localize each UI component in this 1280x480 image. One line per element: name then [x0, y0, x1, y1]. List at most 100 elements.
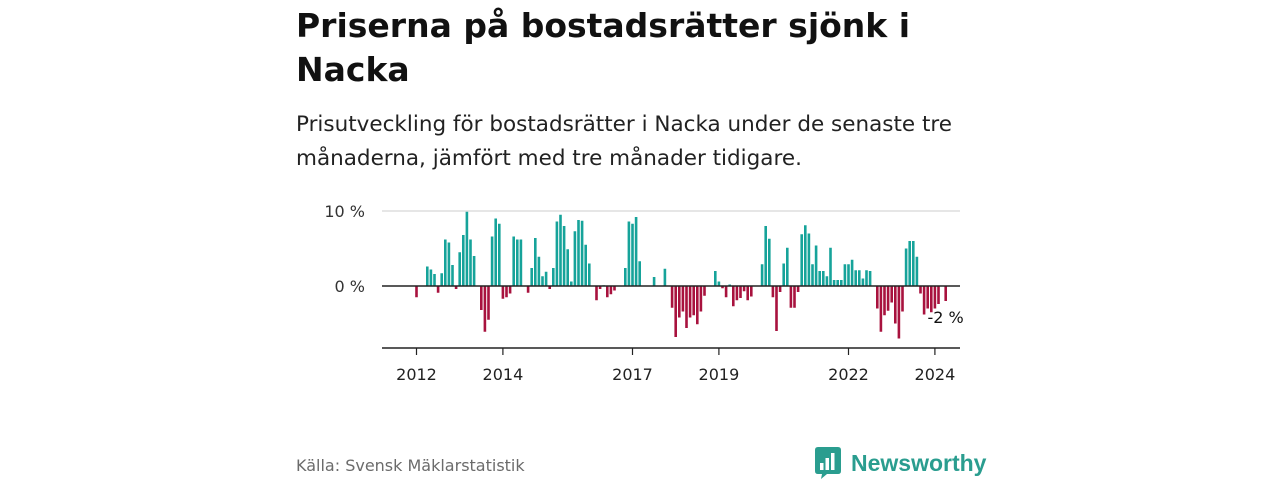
bars	[415, 211, 947, 339]
bar	[883, 286, 886, 316]
bar	[897, 286, 901, 339]
chart-title: Priserna på bostadsrätter sjönk i Nacka	[296, 6, 911, 89]
bar	[562, 226, 566, 286]
bar	[595, 286, 598, 301]
bar	[908, 241, 911, 286]
bar	[670, 286, 674, 308]
bar	[894, 286, 897, 324]
bar	[890, 286, 893, 303]
x-axis-ticks: 2012 2014 2017 2019 2022 2024	[396, 348, 955, 384]
bar	[444, 239, 447, 286]
bar	[692, 286, 695, 316]
bar	[429, 269, 433, 286]
annotation: -2 %	[927, 308, 963, 327]
bar	[818, 271, 821, 286]
bar	[469, 239, 472, 286]
bar	[598, 286, 602, 289]
bar	[588, 263, 591, 286]
bar	[937, 286, 940, 304]
bar	[559, 214, 562, 286]
bar	[807, 233, 811, 286]
bar	[782, 263, 785, 286]
bar	[512, 236, 515, 286]
x-tick-label: 2014	[483, 365, 524, 384]
bar	[537, 256, 541, 286]
bar	[624, 268, 627, 286]
bar	[674, 286, 677, 337]
bar	[721, 286, 724, 289]
bar	[832, 280, 836, 286]
bar	[472, 256, 476, 286]
bar	[480, 286, 483, 310]
bar	[854, 270, 857, 286]
bar	[768, 238, 771, 286]
bar	[944, 286, 947, 301]
bar	[458, 252, 461, 286]
bar	[451, 265, 454, 286]
bar	[836, 280, 839, 286]
bar	[688, 286, 692, 318]
bar	[631, 223, 634, 286]
x-tick-label: 2022	[828, 365, 869, 384]
bar	[613, 286, 616, 291]
bar-chart: 0 % 10 % 2012 2014 2017 2019 2022 2024 -2 %	[324, 202, 963, 384]
bar	[865, 270, 868, 286]
bar	[685, 286, 688, 328]
bar	[858, 270, 861, 286]
bar	[573, 231, 577, 286]
bar	[717, 281, 721, 286]
bar	[800, 234, 803, 286]
bar	[933, 286, 937, 309]
bar	[652, 277, 656, 286]
bar	[714, 271, 717, 286]
bar	[627, 221, 631, 286]
bar	[904, 248, 908, 286]
chart-subtitle: Prisutveckling för bostadsrätter i Nacka…	[296, 112, 952, 171]
bar	[436, 286, 440, 293]
bar	[793, 286, 796, 308]
y-axis-labels: 0 % 10 %	[324, 202, 365, 296]
bar	[584, 244, 587, 286]
bar	[879, 286, 883, 332]
bar	[696, 286, 699, 325]
bar	[778, 286, 782, 292]
brand-name: Newsworthy	[851, 449, 987, 476]
bar	[570, 281, 573, 286]
bar	[534, 238, 537, 286]
bar	[544, 271, 548, 286]
bar	[926, 286, 929, 309]
bar	[771, 286, 775, 298]
bar	[415, 286, 418, 298]
bar	[487, 286, 490, 320]
bar	[861, 278, 865, 286]
bar	[746, 286, 749, 301]
bar	[786, 247, 789, 286]
bar	[454, 286, 458, 289]
bar	[508, 286, 512, 294]
bar	[526, 286, 530, 293]
bar	[634, 217, 638, 286]
x-tick-label: 2017	[612, 365, 653, 384]
bar	[462, 235, 465, 286]
bar	[750, 286, 753, 297]
bar	[447, 242, 451, 286]
bar	[703, 286, 706, 296]
bar	[876, 286, 879, 309]
bar	[919, 286, 922, 294]
bar	[764, 226, 767, 286]
bar	[868, 271, 872, 286]
newsworthy-logo-icon	[815, 447, 841, 479]
bar	[638, 261, 641, 286]
bar	[814, 245, 818, 286]
brand-logo[interactable]: Newsworthy	[814, 446, 986, 480]
source-note: Källa: Svensk Mäklarstatistik	[296, 456, 525, 475]
x-tick-label: 2019	[699, 365, 740, 384]
y-tick-label: 0 %	[335, 277, 365, 296]
bar	[566, 249, 569, 286]
bar	[465, 211, 469, 286]
bar	[724, 286, 728, 298]
bar	[789, 286, 793, 308]
bar	[519, 239, 523, 286]
bar	[505, 286, 508, 298]
bar	[735, 286, 739, 301]
